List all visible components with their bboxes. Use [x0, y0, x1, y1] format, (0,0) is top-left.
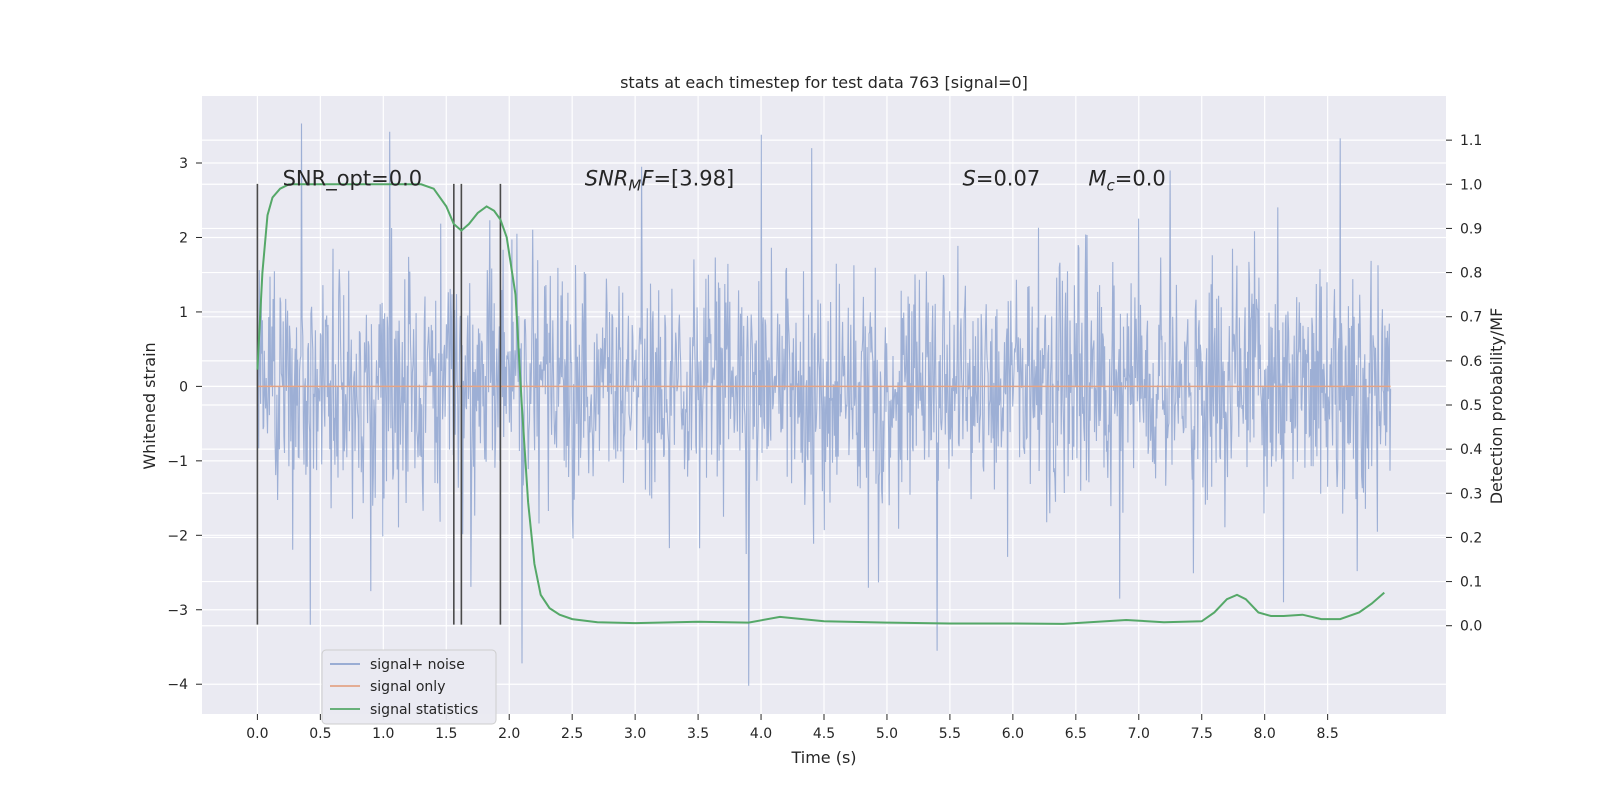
x-tick-label: 7.0: [1128, 726, 1150, 742]
y2-tick-label: 0.8: [1460, 266, 1482, 282]
x-tick-label: 7.5: [1191, 726, 1213, 742]
x-tick-label: 5.0: [876, 726, 898, 742]
x-tick-label: 8.5: [1317, 726, 1339, 742]
x-tick-label: 2.0: [498, 726, 520, 742]
x-tick-label: 0.5: [309, 726, 331, 742]
x-tick-label: 3.0: [624, 726, 646, 742]
legend-label-signal: signal only: [370, 679, 445, 695]
x-tick-label: 4.5: [813, 726, 835, 742]
y2-tick-label: 0.1: [1460, 575, 1482, 591]
y2-tick-label: 1.1: [1460, 133, 1482, 149]
x-tick-label: 1.5: [435, 726, 457, 742]
y-axis-label: Whitened strain: [140, 342, 159, 469]
y2-axis-label: Detection probability/MF: [1487, 308, 1506, 505]
legend: signal+ noise signal only signal statist…: [321, 649, 497, 725]
y2-tick-label: 0.2: [1460, 530, 1482, 546]
x-axis-ticks: 0.0 0.5 1.0 1.5 2.0 2.5 3.0 3.5 4.0 4.5 5.0 5.5 6.0 6…: [246, 714, 1339, 742]
y-tick-label: 2: [179, 230, 188, 246]
y2-tick-label: 0.0: [1460, 619, 1482, 635]
y-tick-label: 1: [179, 305, 188, 321]
x-axis-label: Time (s): [790, 748, 856, 767]
y2-tick-label: 0.5: [1460, 398, 1482, 414]
signal-plus-noise-line: [256, 123, 1392, 686]
x-tick-label: 6.5: [1065, 726, 1087, 742]
x-tick-label: 4.0: [750, 726, 772, 742]
legend-label-noise: signal+ noise: [370, 657, 465, 673]
legend-label-stats: signal statistics: [370, 702, 478, 718]
annotation-text: SNRMF=[3.98]: [585, 166, 734, 194]
annotation-text: SNR_opt=0.0: [283, 166, 423, 191]
legend-box: [321, 649, 497, 725]
y2-tick-label: 0.7: [1460, 310, 1482, 326]
signal-statistics-line: [256, 183, 1385, 625]
annotation-text: S=0.07: [963, 166, 1041, 190]
series-signal-plus-noise: [256, 123, 1392, 686]
y-tick-label: −1: [167, 454, 188, 470]
x-tick-label: 0.0: [246, 726, 268, 742]
y2-tick-label: 0.3: [1460, 486, 1482, 502]
y2-tick-label: 0.6: [1460, 354, 1482, 370]
annotation-text: Mc=0.0: [1088, 166, 1165, 194]
x-tick-label: 3.5: [687, 726, 709, 742]
y2-tick-label: 1.0: [1460, 177, 1482, 193]
x-tick-label: 8.0: [1254, 726, 1276, 742]
y-tick-label: 3: [179, 156, 188, 172]
y2-axis-ticks: 0.0 0.1 0.2 0.3 0.4 0.5 0.6 0.7 0.8 0.9 1.0 1.1: [1446, 133, 1482, 635]
x-tick-label: 2.5: [561, 726, 583, 742]
y-tick-label: −3: [167, 603, 188, 619]
y-tick-label: −4: [167, 677, 188, 693]
y-axis-ticks: −4 −3 −2 −1 0 1 2 3: [167, 156, 202, 693]
x-tick-label: 1.0: [372, 726, 394, 742]
x-tick-label: 5.5: [939, 726, 961, 742]
vertical-lines: [256, 183, 502, 625]
x-tick-label: 6.0: [1002, 726, 1024, 742]
series-signal-statistics: [256, 183, 1385, 625]
y2-tick-label: 0.4: [1460, 442, 1482, 458]
y-tick-label: 0: [179, 379, 188, 395]
annotations: SNR_opt=0.0 SNRMF=[3.98] S=0.07 Mc=0.0: [283, 166, 1166, 194]
y-tick-label: −2: [167, 528, 188, 544]
chart-title: stats at each timestep for test data 763…: [620, 73, 1028, 92]
y2-tick-label: 0.9: [1460, 221, 1482, 237]
